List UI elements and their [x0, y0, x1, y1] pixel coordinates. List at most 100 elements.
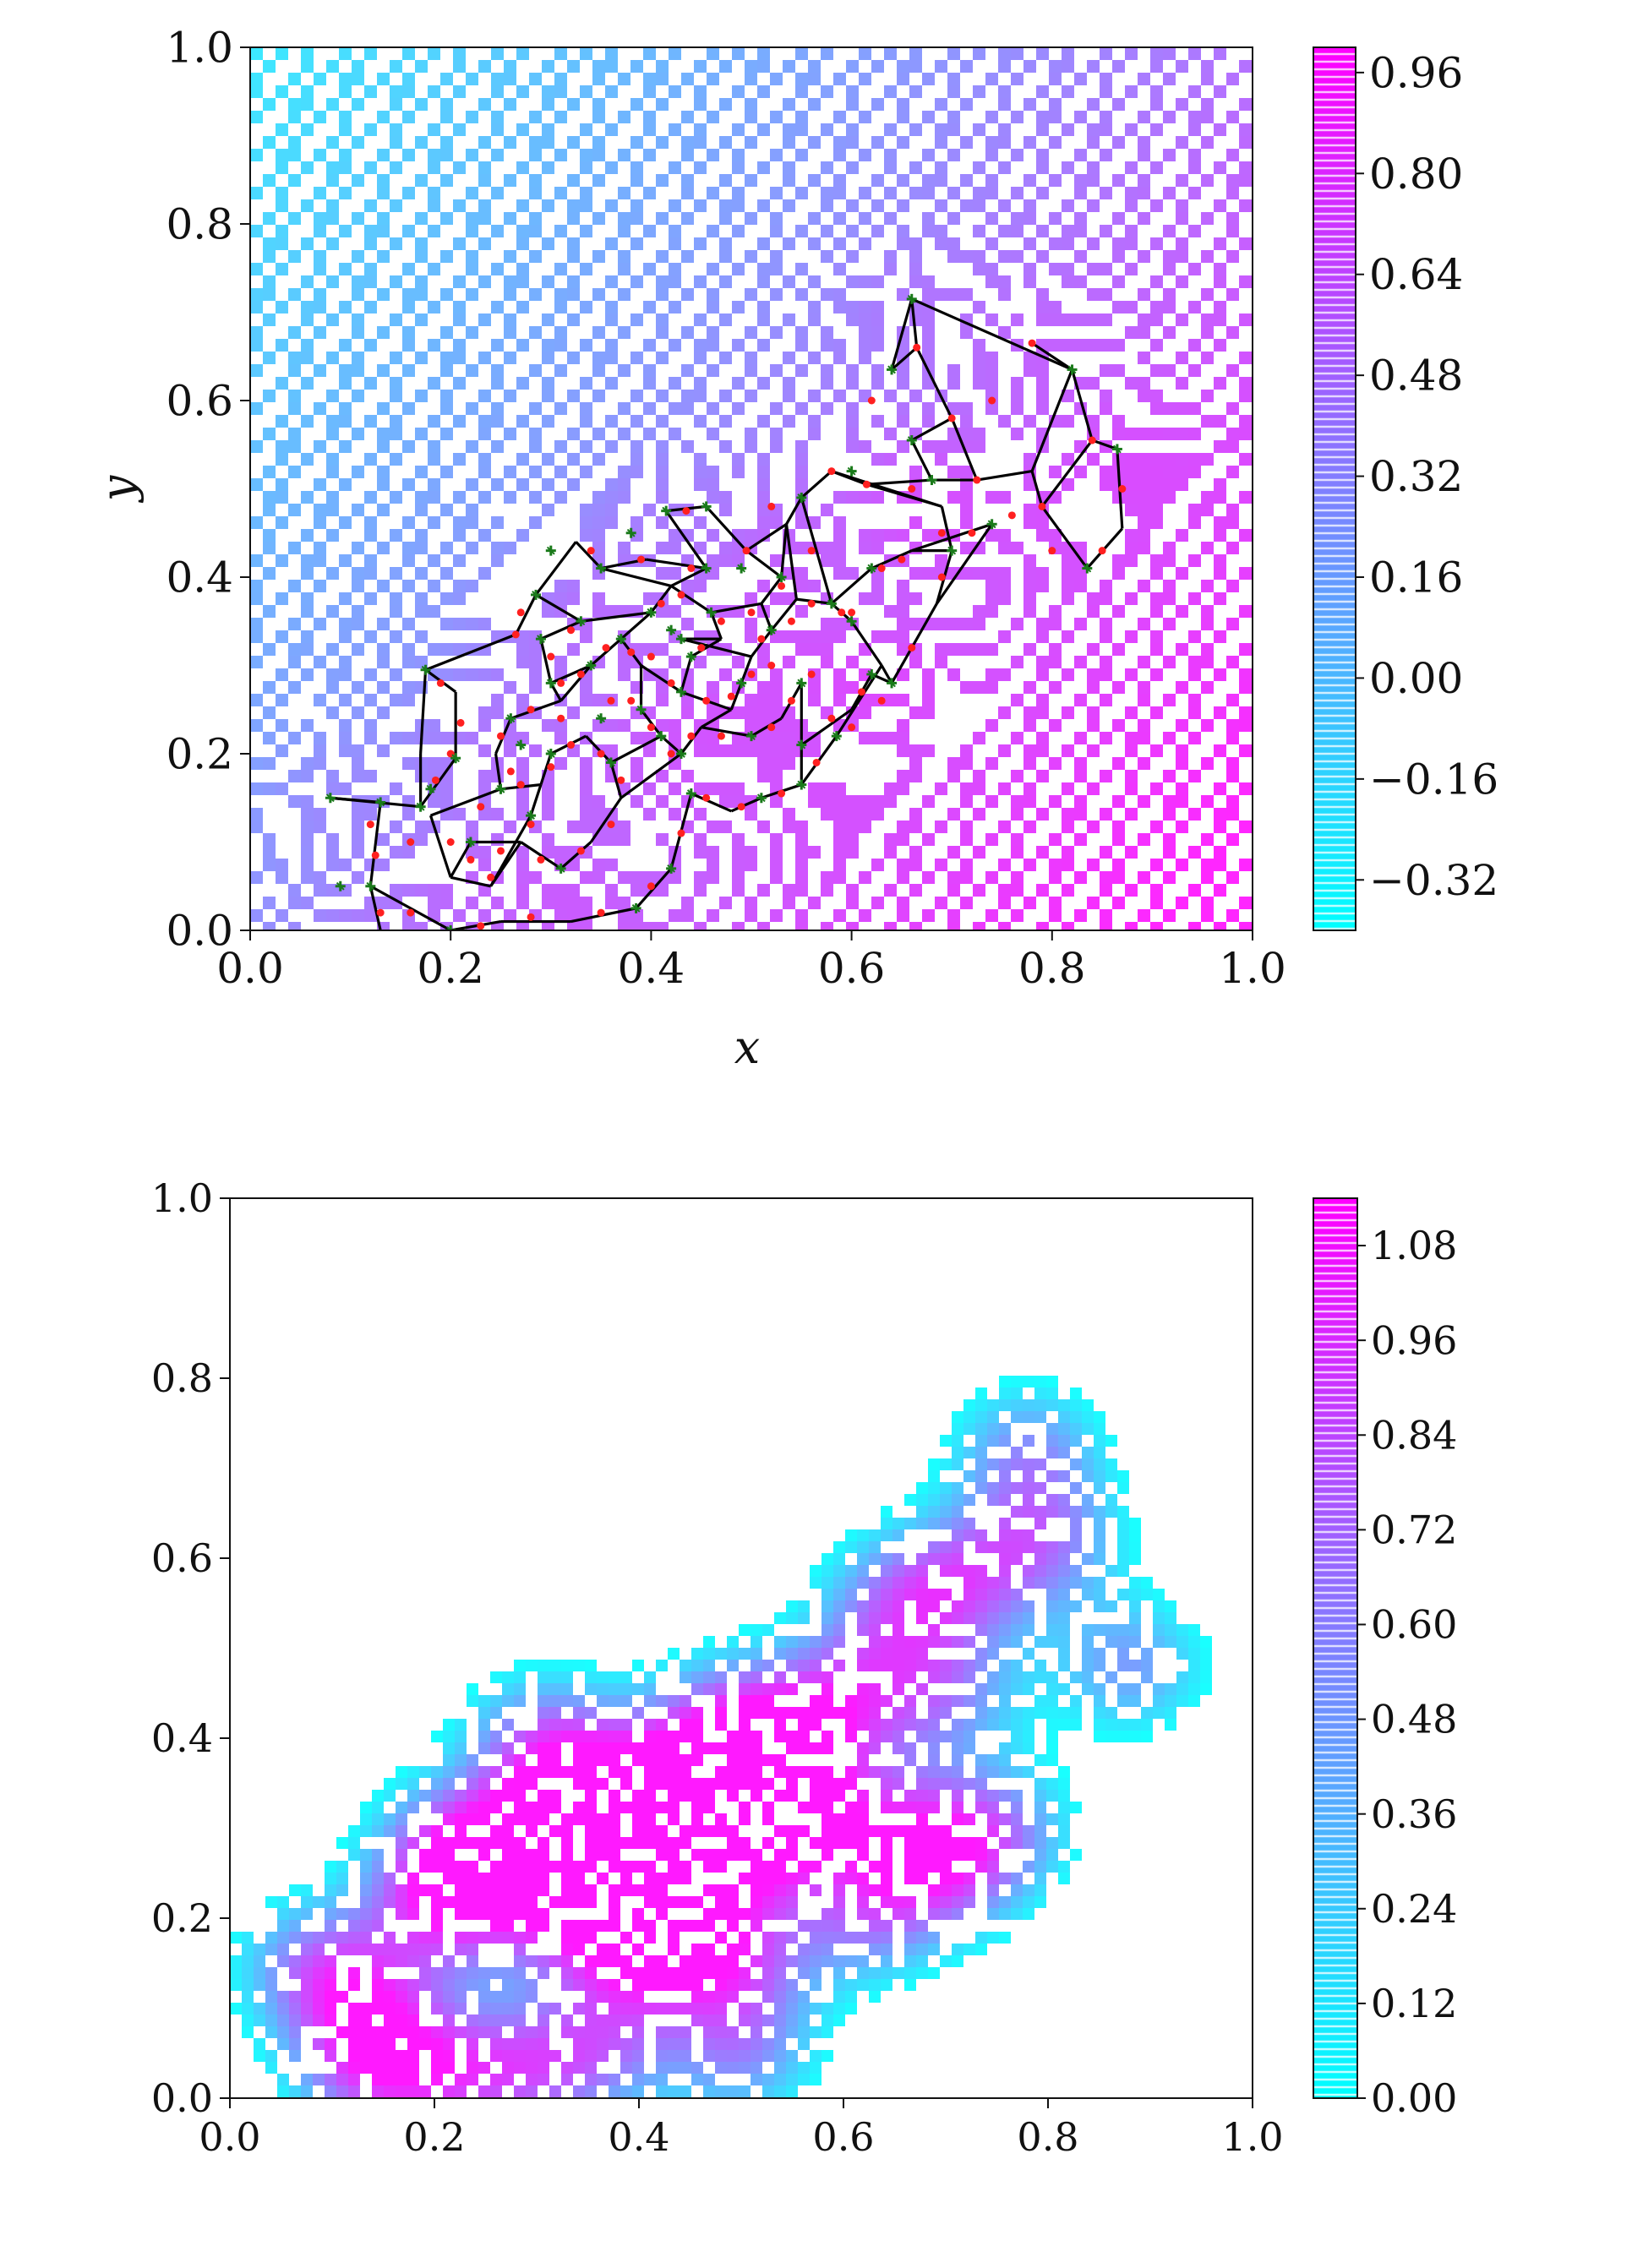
- top-field-cell: [757, 212, 770, 225]
- top-field-cell: [897, 301, 909, 313]
- top-field-cell: [643, 136, 656, 149]
- top-field-cell: [491, 681, 504, 694]
- top-field-cell: [453, 402, 466, 415]
- top-field-cell: [960, 782, 973, 795]
- top-field-cell: [1112, 352, 1125, 364]
- top-field-cell: [947, 770, 960, 782]
- top-field-cell: [1176, 630, 1188, 643]
- top-field-cell: [985, 98, 998, 111]
- top-field-cell: [377, 605, 390, 618]
- top-field-cell: [1150, 263, 1163, 275]
- top-field-cell: [326, 643, 339, 656]
- top-field-cell: [1087, 149, 1100, 161]
- top-field-cell: [808, 199, 821, 212]
- top-field-cell: [1239, 592, 1252, 605]
- top-field-cell: [542, 529, 554, 542]
- top-field-cell: [288, 618, 301, 630]
- top-field-cell: [1226, 504, 1239, 516]
- top-field-cell: [1087, 60, 1100, 73]
- top-field-cell: [732, 821, 745, 833]
- top-field-cell: [656, 313, 669, 326]
- top-field-cell: [833, 313, 846, 326]
- top-field-cell: [821, 529, 833, 542]
- top-field-cell: [960, 605, 973, 618]
- top-field-cell: [1125, 694, 1138, 706]
- top-field-cell: [985, 111, 998, 123]
- top-field-cell: [542, 73, 554, 85]
- top-field-cell: [542, 111, 554, 123]
- top-field-cell: [1176, 554, 1188, 567]
- top-field-cell: [580, 47, 592, 60]
- top-field-cell: [1214, 225, 1226, 237]
- top-field-cell: [415, 694, 428, 706]
- top-field-cell: [884, 795, 897, 808]
- top-field-cell: [681, 402, 694, 415]
- top-field-cell: [415, 466, 428, 478]
- top-field-cell: [1239, 98, 1252, 111]
- top-field-cell: [630, 795, 643, 808]
- top-field-cell: [250, 415, 263, 428]
- top-field-cell: [263, 149, 276, 161]
- top-field-cell: [745, 529, 757, 542]
- top-field-cell: [1176, 618, 1188, 630]
- top-field-cell: [364, 466, 377, 478]
- top-field-cell: [542, 187, 554, 199]
- top-field-cell: [605, 60, 618, 73]
- top-field-cell: [846, 795, 859, 808]
- top-field-cell: [301, 694, 314, 706]
- top-field-cell: [694, 212, 707, 225]
- top-field-cell: [1112, 288, 1125, 301]
- top-field-cell: [1087, 744, 1100, 757]
- top-field-cell: [440, 364, 453, 377]
- top-field-cell: [757, 580, 770, 592]
- top-field-cell: [1239, 237, 1252, 250]
- top-field-cell: [352, 199, 364, 212]
- top-field-cell: [339, 466, 352, 478]
- top-field-cell: [263, 352, 276, 364]
- top-field-cell: [859, 199, 871, 212]
- top-field-cell: [719, 237, 732, 250]
- top-field-cell: [757, 719, 770, 732]
- top-field-cell: [770, 60, 783, 73]
- top-field-cell: [352, 466, 364, 478]
- top-field-cell: [846, 808, 859, 821]
- top-field-cell: [871, 681, 884, 694]
- top-field-cell: [833, 263, 846, 275]
- top-field-cell: [973, 237, 985, 250]
- top-field-cell: [985, 225, 998, 237]
- top-field-cell: [795, 47, 808, 60]
- top-field-cell: [973, 719, 985, 732]
- top-field-cell: [719, 402, 732, 415]
- top-field-cell: [1226, 567, 1239, 580]
- top-field-cell: [1049, 504, 1062, 516]
- top-field-cell: [897, 428, 909, 440]
- top-field-cell: [516, 326, 529, 339]
- top-field-cell: [1176, 681, 1188, 694]
- top-field-cell: [276, 681, 288, 694]
- top-field-cell: [1138, 630, 1150, 643]
- top-field-cell: [745, 580, 757, 592]
- top-field-cell: [1226, 47, 1239, 60]
- top-field-cell: [1023, 237, 1036, 250]
- top-field-cell: [1100, 580, 1112, 592]
- top-field-cell: [783, 301, 795, 313]
- top-field-cell: [1252, 478, 1253, 491]
- top-field-cell: [1087, 364, 1100, 377]
- top-field-cell: [770, 199, 783, 212]
- top-field-cell: [656, 301, 669, 313]
- top-field-cell: [884, 643, 897, 656]
- top-field-cell: [504, 123, 516, 136]
- top-field-cell: [783, 580, 795, 592]
- top-field-cell: [1049, 136, 1062, 149]
- top-field-cell: [1252, 428, 1253, 440]
- top-field-cell: [884, 504, 897, 516]
- top-field-cell: [276, 782, 288, 795]
- top-field-cell: [757, 313, 770, 326]
- top-field-cell: [618, 706, 630, 719]
- top-field-cell: [1036, 73, 1049, 85]
- top-field-cell: [1011, 428, 1023, 440]
- top-field-cell: [1011, 643, 1023, 656]
- top-field-cell: [884, 719, 897, 732]
- top-field-cell: [973, 187, 985, 199]
- top-field-cell: [466, 668, 478, 681]
